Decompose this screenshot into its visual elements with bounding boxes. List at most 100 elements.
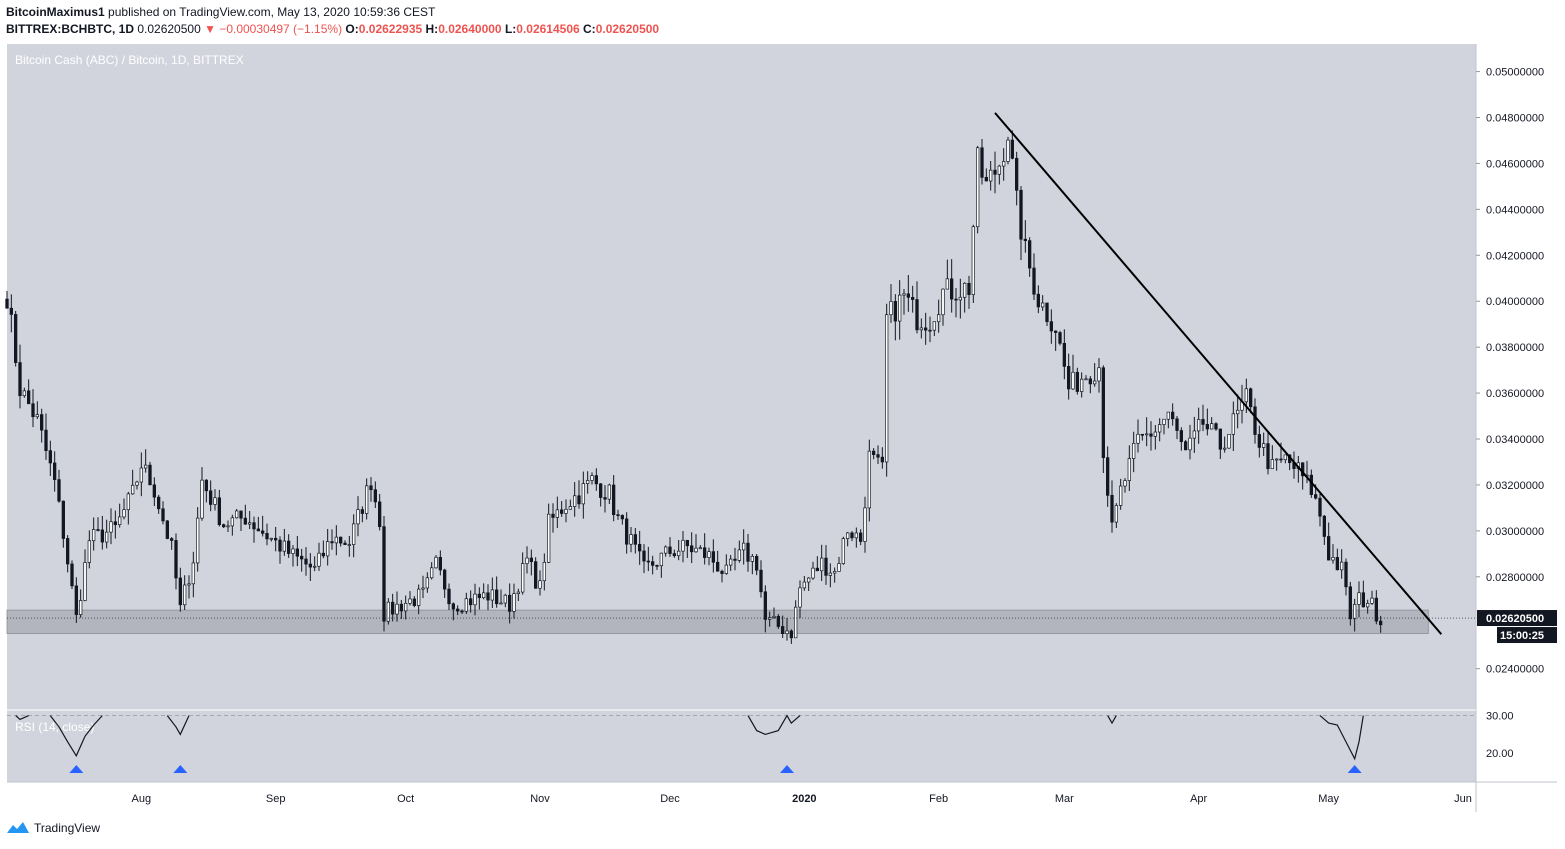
candle-body [196, 517, 200, 564]
candle-body [984, 176, 988, 182]
candle-body [230, 517, 234, 527]
footer-brand: TradingView [6, 821, 100, 835]
candle-body [607, 484, 611, 500]
price-tick-label: 0.03400000 [1486, 434, 1544, 446]
candle-body [1327, 536, 1331, 561]
candle-body [577, 495, 581, 505]
candle-body [932, 321, 936, 331]
candle-body [1132, 442, 1136, 459]
candle-body [326, 541, 330, 557]
candle-body [1162, 418, 1166, 425]
candle-body [1270, 459, 1274, 470]
candle-body [542, 561, 546, 582]
candle-body [1171, 411, 1175, 420]
candle-body [204, 479, 208, 492]
candle-body [586, 480, 590, 484]
candle-body [1028, 240, 1032, 269]
candle-body [846, 532, 850, 539]
candle-body [560, 509, 564, 514]
candle-body [781, 626, 785, 634]
candle-body [1205, 424, 1209, 430]
candle-body [1322, 515, 1326, 537]
candle-body [989, 169, 993, 182]
candle-body [1244, 388, 1248, 403]
candle-body [421, 587, 425, 590]
time-tick-label: May [1318, 793, 1339, 805]
candle-body [126, 493, 130, 511]
candle-body [438, 556, 442, 571]
oversold-marker-icon [780, 765, 794, 773]
candle-body [1041, 302, 1045, 308]
candle-body [573, 495, 577, 507]
candle-body [1275, 458, 1279, 461]
candle-body [772, 615, 776, 618]
candle-body [551, 513, 555, 518]
candle-body [980, 147, 984, 178]
candle-body [802, 581, 806, 589]
candle-body [625, 518, 629, 545]
candle-body [187, 583, 191, 586]
candle-body [18, 362, 22, 397]
candle-body [1314, 494, 1318, 499]
candle-body [850, 532, 854, 539]
candle-body [70, 563, 74, 587]
candle-body [44, 429, 48, 452]
candle-body [131, 484, 135, 495]
author-name[interactable]: BitcoinMaximus1 [6, 5, 105, 19]
candle-body [261, 530, 265, 534]
candle-body [872, 450, 876, 455]
candle-body [408, 598, 412, 604]
candle-body [1175, 418, 1179, 431]
tradingview-logo-icon [7, 822, 29, 833]
candle-body [1032, 267, 1036, 295]
candle-body [300, 555, 304, 560]
candle-body [941, 288, 945, 316]
last-price-label: 0.02620500 [1486, 613, 1544, 625]
candle-body [430, 567, 434, 579]
candle-body [1249, 388, 1253, 408]
candle-body [1370, 597, 1374, 604]
candle-body [369, 485, 373, 491]
candle-body [833, 571, 837, 574]
candle-body [213, 497, 217, 505]
candle-body [798, 587, 802, 608]
candle-body [1262, 443, 1266, 448]
candle-body [828, 572, 832, 576]
candle-body [508, 594, 512, 612]
oversold-marker-icon [173, 765, 188, 773]
candle-body [503, 594, 507, 604]
candle-body [1335, 557, 1339, 571]
candle-body [252, 522, 256, 530]
candle-body [1071, 371, 1075, 390]
candle-body [5, 298, 9, 309]
candle-body [963, 282, 967, 298]
candle-body [57, 479, 61, 502]
close-label: C: [583, 22, 596, 36]
candle-body [1227, 433, 1231, 449]
rsi-segment [49, 715, 103, 758]
chart-background [7, 44, 1476, 782]
candle-body [854, 532, 858, 539]
candle-body [291, 548, 295, 554]
candle-body [1374, 597, 1378, 622]
candle-body [1201, 419, 1205, 425]
price-change: ▼ −0.00030497 (−1.15%) [204, 22, 343, 36]
candle-body [1340, 561, 1344, 571]
candle-body [1140, 433, 1144, 436]
candle-body [737, 549, 741, 561]
candle-body [165, 520, 169, 539]
candle-body [590, 475, 594, 481]
time-tick-label: Oct [397, 793, 414, 805]
candle-body [837, 563, 841, 572]
candle-body [954, 298, 958, 301]
candle-body [768, 617, 772, 620]
candle-body [1054, 330, 1058, 333]
candle-body [343, 542, 347, 546]
candle-body [1023, 238, 1027, 241]
candle-body [1080, 378, 1084, 392]
candle-body [1253, 406, 1257, 435]
candle-body [521, 563, 525, 593]
candle-body [716, 561, 720, 572]
symbol-name: BITTREX:BCHBTC, 1D [6, 22, 134, 36]
